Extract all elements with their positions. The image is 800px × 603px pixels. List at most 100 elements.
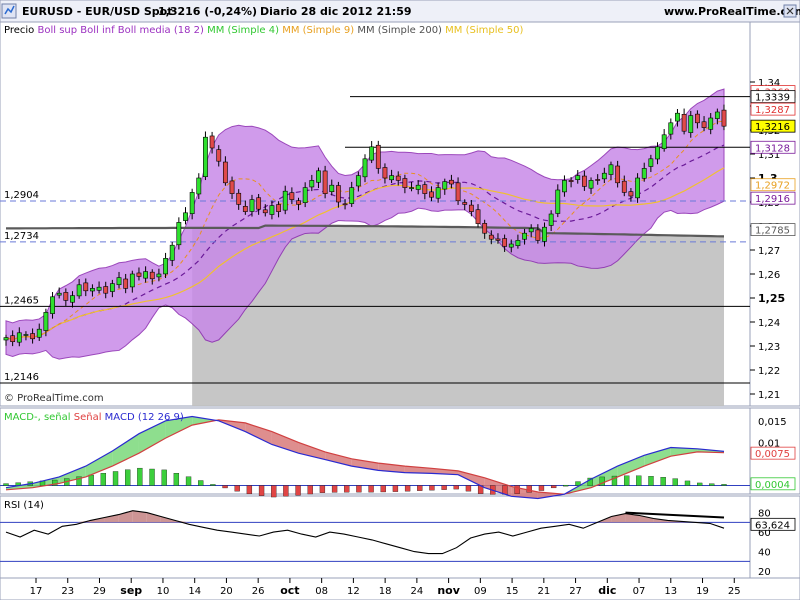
- candle-body: [70, 295, 75, 303]
- rsi-y-tick-label: 80: [758, 509, 771, 520]
- candle-body: [209, 135, 215, 149]
- ma50-line: [5, 167, 725, 341]
- x-tick-label: 13: [664, 586, 677, 597]
- candle-body: [242, 206, 248, 212]
- candle-body: [641, 168, 647, 179]
- macd-fill-segment: [458, 470, 485, 488]
- candle-body: [103, 286, 109, 294]
- macd-fill-segment: [325, 451, 352, 467]
- macd-histogram-bar: [295, 485, 301, 496]
- candle-body: [562, 180, 567, 193]
- rsi-overbought-fill: [104, 514, 119, 523]
- main-legend: Precio Boll sup Boll inf Boll media (18 …: [4, 25, 524, 36]
- level-label-1: 1,2734: [4, 231, 39, 242]
- macd-histogram-bar: [198, 480, 204, 486]
- macd-tag-0: 0,0075: [755, 449, 790, 460]
- x-tick-label: 23: [61, 586, 74, 597]
- price-tag-2: 1,3287: [755, 105, 790, 116]
- macd-fill-segment: [32, 476, 60, 488]
- macd-histogram-bar: [234, 485, 240, 492]
- y-tick-label: 1,24: [758, 318, 780, 329]
- x-tick-label: 07: [633, 586, 646, 597]
- macd-histogram-bar: [441, 485, 447, 490]
- x-tick-label: 19: [696, 586, 709, 597]
- candle-body: [608, 164, 614, 175]
- x-tick-label: 21: [537, 586, 550, 597]
- macd-histogram-bar: [575, 481, 581, 486]
- macd-histogram-bar: [283, 485, 289, 497]
- macd-fill-segment: [165, 416, 193, 439]
- macd-histogram-bar: [319, 485, 326, 493]
- macd-histogram-bar: [684, 480, 691, 486]
- macd-histogram-bar: [185, 476, 192, 486]
- bollinger-middle-line: [5, 144, 725, 341]
- macd-histogram-bar: [76, 476, 82, 486]
- candle-body: [409, 187, 414, 189]
- candle-body: [635, 177, 640, 199]
- rsi-y-tick-label: 40: [758, 548, 771, 559]
- macd-legend: MACD-, señal Señal MACD (12 26 9): [4, 412, 184, 423]
- candle-body: [581, 175, 587, 187]
- candle-body: [163, 258, 168, 275]
- macd-histogram-bar: [3, 483, 9, 486]
- x-tick-label: 25: [728, 586, 741, 597]
- macd-fill-segment: [298, 442, 326, 460]
- candle-body: [176, 222, 182, 246]
- macd-histogram-bar: [331, 485, 338, 493]
- candle-body: [90, 288, 95, 292]
- macd-fill-segment: [245, 422, 272, 445]
- macd-histogram-bar: [246, 485, 253, 495]
- macd-histogram-bar: [453, 485, 459, 490]
- window-close-icon[interactable]: [783, 4, 797, 18]
- x-tick-label: 27: [569, 586, 582, 597]
- candle-body: [615, 165, 621, 184]
- candle-body: [688, 115, 694, 133]
- candle-body: [23, 334, 29, 336]
- macd-histogram-bar: [660, 477, 666, 486]
- candle-body: [588, 180, 594, 189]
- x-tick-label: 14: [188, 586, 201, 597]
- rsi-overbought-fill: [639, 515, 654, 523]
- macd-histogram-bar: [161, 469, 167, 486]
- candle-body: [43, 312, 49, 331]
- candle-body: [342, 203, 348, 206]
- candle-body: [123, 278, 129, 289]
- macd-histogram-bar: [697, 482, 703, 486]
- candle-body: [502, 238, 508, 247]
- x-tick-label: 08: [315, 586, 328, 597]
- macd-fill-segment: [670, 447, 698, 457]
- candle-body: [488, 234, 494, 240]
- candle-body: [402, 178, 408, 188]
- candle-body: [256, 197, 262, 210]
- candle-body: [442, 181, 448, 190]
- candle-body: [548, 213, 554, 226]
- macd-histogram-bar: [623, 475, 630, 486]
- rsi-y-tick-label: 60: [758, 528, 771, 539]
- candle-body: [528, 228, 534, 233]
- candle-body: [216, 149, 222, 162]
- macd-fill-segment: [431, 468, 459, 475]
- candle-body: [30, 333, 35, 340]
- macd-fill-segment: [351, 458, 379, 471]
- candle-body: [475, 209, 481, 224]
- rsi-overbought-fill: [625, 513, 640, 523]
- candle-body: [129, 273, 135, 288]
- macd-line: [5, 415, 725, 500]
- candle-body: [721, 109, 727, 127]
- y-tick-label: 1,31: [758, 150, 780, 161]
- macd-legend-item-0: MACD-, señal: [4, 412, 74, 423]
- candle-body: [714, 111, 720, 119]
- chart-menu-icon[interactable]: [1, 3, 17, 19]
- candle-body: [236, 192, 242, 205]
- macd-histogram-bar: [526, 485, 532, 493]
- candle-body: [508, 243, 514, 248]
- candle-body: [661, 134, 667, 149]
- price-tag-4: 1,3128: [755, 143, 790, 154]
- candle-body: [329, 184, 335, 192]
- level-label-0: 1,2904: [4, 190, 39, 201]
- rsi-overbought-fill: [132, 510, 147, 523]
- y-tick-label: 1,26: [758, 270, 780, 281]
- price-tag-box-1: [750, 90, 796, 104]
- price-tag-5: 1,2972: [755, 181, 790, 192]
